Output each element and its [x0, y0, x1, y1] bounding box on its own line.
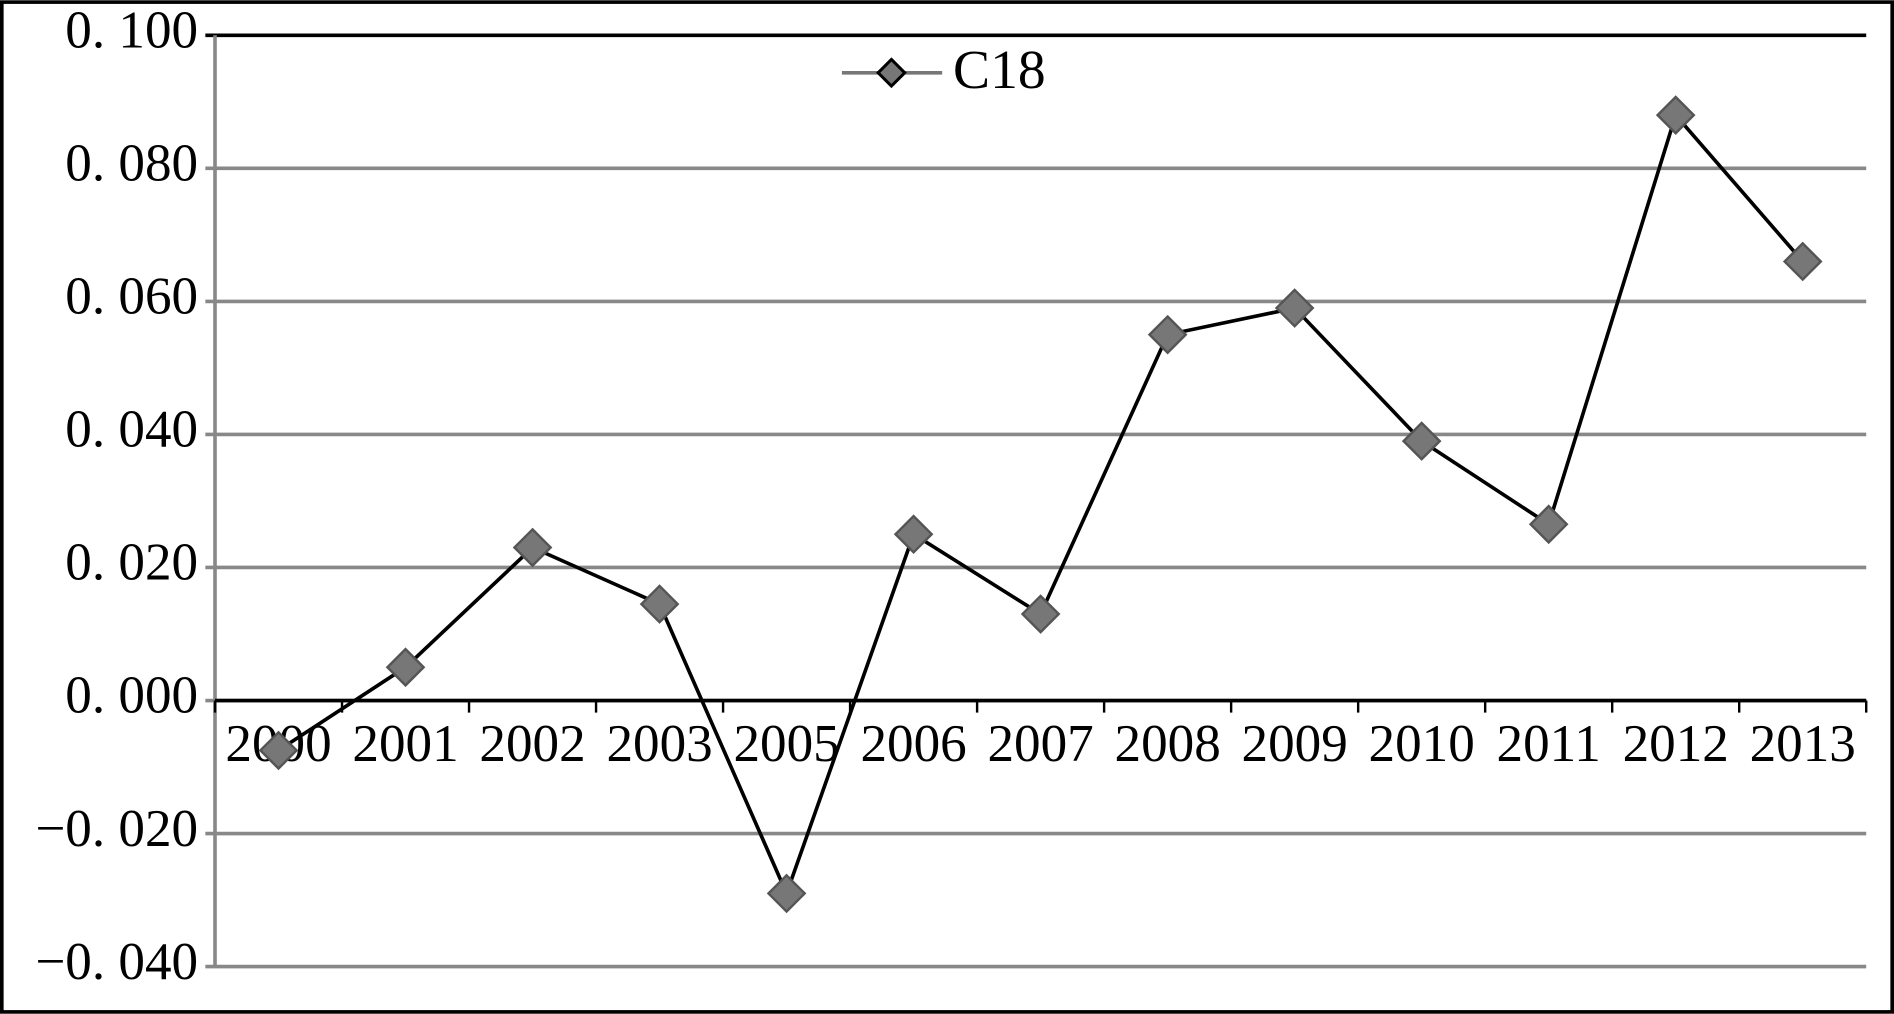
y-tick-label: 0. 060 — [65, 268, 198, 326]
marker — [258, 730, 299, 771]
marker — [766, 873, 807, 914]
x-tick-label: 2007 — [987, 715, 1093, 773]
marker — [893, 514, 934, 555]
x-tick-label: 2009 — [1242, 715, 1348, 773]
x-tick-label: 2001 — [352, 715, 458, 773]
y-tick-label: 0. 040 — [65, 401, 198, 459]
marker — [1274, 288, 1315, 328]
x-tick-label: 2003 — [606, 715, 712, 773]
x-tick-label: 2010 — [1369, 715, 1475, 773]
marker — [385, 647, 426, 688]
y-tick-label: 0. 020 — [65, 534, 198, 592]
x-tick-label: 2008 — [1115, 715, 1221, 773]
marker — [1782, 241, 1823, 282]
marker — [1528, 504, 1569, 545]
x-tick-label: 2012 — [1623, 715, 1729, 773]
marker — [512, 527, 553, 568]
marker — [1401, 421, 1442, 461]
y-tick-label: 0. 100 — [65, 1, 198, 59]
marker — [1655, 95, 1696, 135]
x-tick-label: 2002 — [479, 715, 585, 773]
marker — [1147, 314, 1188, 355]
y-tick-label: −0. 040 — [35, 933, 198, 991]
legend-label: C18 — [953, 39, 1046, 101]
legend-marker — [876, 57, 907, 89]
x-tick-label: 2006 — [860, 715, 966, 773]
y-tick-label: −0. 020 — [35, 800, 198, 858]
y-tick-label: 0. 000 — [65, 667, 198, 725]
x-tick-label: 2011 — [1497, 715, 1601, 773]
marker — [1020, 594, 1061, 634]
x-tick-label: 2013 — [1750, 715, 1856, 773]
x-tick-label: 2005 — [733, 715, 839, 773]
y-tick-label: 0. 080 — [65, 135, 198, 193]
marker — [639, 584, 680, 624]
